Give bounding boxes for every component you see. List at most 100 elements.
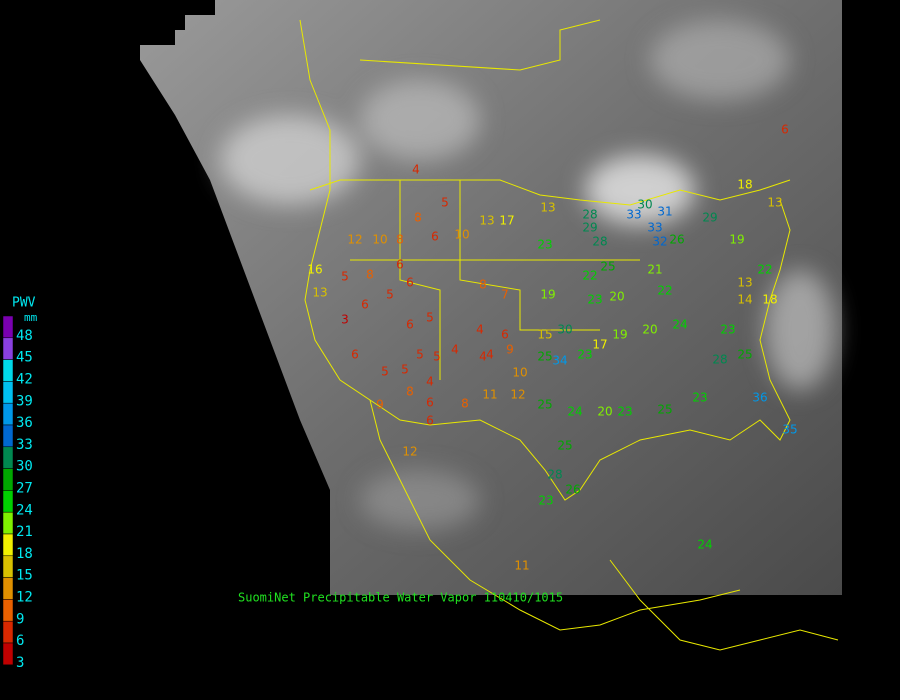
- station-value: 4: [476, 323, 484, 337]
- legend-swatch: [2, 642, 14, 666]
- legend-label: 9: [16, 611, 24, 627]
- legend-label: 39: [16, 393, 33, 409]
- legend-swatch: [2, 402, 14, 426]
- station-value: 6: [501, 328, 509, 342]
- station-value: 25: [537, 350, 552, 364]
- legend-label: 12: [16, 590, 33, 606]
- station-value: 28: [582, 208, 597, 222]
- legend-label: 33: [16, 437, 33, 453]
- station-value: 33: [647, 221, 662, 235]
- station-value: 13: [540, 201, 555, 215]
- station-value: 5: [433, 350, 441, 364]
- station-value: 6: [351, 348, 359, 362]
- station-value: 6: [406, 318, 414, 332]
- station-value: 5: [386, 288, 394, 302]
- station-value: 8: [414, 211, 422, 225]
- station-value: 15: [537, 328, 552, 342]
- station-value: 22: [582, 269, 597, 283]
- station-value: 26: [669, 233, 684, 247]
- station-value: 11: [482, 388, 497, 402]
- station-value: 25: [737, 348, 752, 362]
- station-value: 6: [426, 414, 434, 428]
- station-value: 33: [626, 208, 641, 222]
- station-value: 12: [510, 388, 525, 402]
- station-value: 4: [486, 348, 494, 362]
- legend-label: 42: [16, 372, 33, 388]
- station-value: 20: [642, 323, 657, 337]
- station-value: 36: [752, 391, 767, 405]
- station-value: 4: [412, 163, 420, 177]
- legend-swatch: [2, 555, 14, 578]
- station-value: 12: [402, 445, 417, 459]
- legend-swatch: [2, 446, 14, 469]
- legend-label: 27: [16, 481, 33, 497]
- station-value: 10: [372, 233, 387, 247]
- station-value: 5: [341, 270, 349, 284]
- legend-label: 30: [16, 459, 33, 475]
- station-value: 34: [552, 354, 567, 368]
- legend: PWV mm 48 45 42 39 36 33 30 27 24 21 18 15 12 9 6 3: [2, 296, 38, 671]
- station-value: 13: [767, 196, 782, 210]
- station-value: 28: [712, 353, 727, 367]
- station-value: 22: [757, 263, 772, 277]
- station-value: 8: [366, 268, 374, 282]
- legend-swatch: [2, 490, 14, 513]
- station-value: 5: [416, 348, 424, 362]
- legend-swatch: [2, 577, 14, 600]
- legend-label: 15: [16, 568, 33, 584]
- legend-label: 21: [16, 524, 33, 540]
- borders: [299, 19, 839, 651]
- station-value: 17: [499, 214, 514, 228]
- legend-label: 48: [16, 328, 33, 344]
- station-value: 23: [538, 494, 553, 508]
- station-value: 6: [431, 230, 439, 244]
- station-value: 13: [737, 276, 752, 290]
- station-value: 30: [637, 198, 652, 212]
- legend-swatch: [2, 511, 14, 535]
- legend-swatch: [2, 359, 14, 382]
- station-value: 8: [479, 278, 487, 292]
- station-value: 20: [609, 290, 624, 304]
- station-value: 13: [479, 214, 494, 228]
- legend-title: PWV: [12, 296, 36, 311]
- station-value: 8: [406, 385, 414, 399]
- station-value: 11: [514, 559, 529, 573]
- legend-label: 36: [16, 415, 33, 431]
- station-value: 5: [426, 311, 434, 325]
- station-value: 23: [617, 405, 632, 419]
- legend-swatch: [2, 533, 14, 557]
- station-value: 10: [512, 366, 527, 380]
- station-value: 12: [347, 233, 362, 247]
- station-value: 8: [461, 397, 469, 411]
- station-value: 9: [376, 398, 384, 412]
- station-value: 5: [401, 363, 409, 377]
- station-value: 26: [565, 483, 580, 497]
- station-value: 6: [406, 276, 414, 290]
- station-value: 17: [592, 338, 607, 352]
- station-value: 14: [737, 293, 752, 307]
- station-value: 19: [729, 233, 744, 247]
- legend-label: 18: [16, 546, 33, 562]
- station-value: 25: [600, 260, 615, 274]
- legend-swatch: [2, 620, 14, 644]
- station-value: 29: [702, 211, 717, 225]
- station-value: 24: [567, 405, 582, 419]
- station-value: 21: [647, 263, 662, 277]
- station-value: 4: [479, 350, 487, 364]
- legend-swatch: [2, 599, 14, 622]
- legend-unit: mm: [24, 311, 38, 324]
- station-value: 19: [540, 288, 555, 302]
- station-value: 25: [657, 403, 672, 417]
- station-value: 30: [557, 323, 572, 337]
- station-value: 5: [441, 196, 449, 210]
- station-value: 7: [501, 288, 509, 302]
- legend-label: 24: [16, 502, 33, 518]
- station-value: 23: [537, 238, 552, 252]
- legend-swatch: [2, 468, 14, 491]
- station-value: 6: [781, 123, 789, 137]
- station-value: 5: [381, 365, 389, 379]
- station-value: 4: [451, 343, 459, 357]
- station-value: 20: [597, 405, 612, 419]
- station-value: 32: [652, 235, 667, 249]
